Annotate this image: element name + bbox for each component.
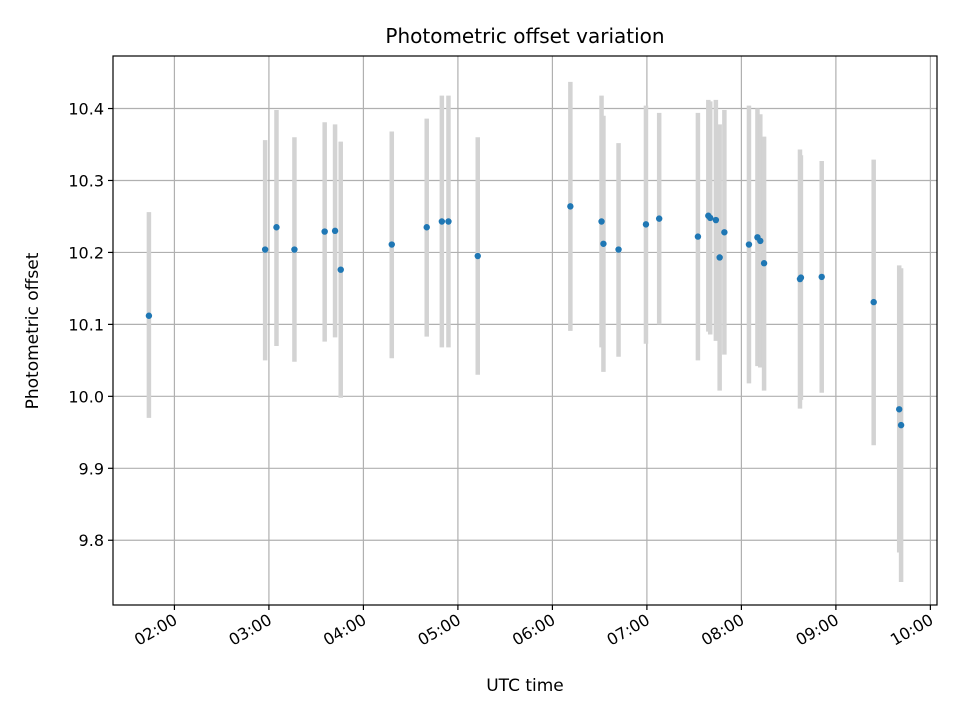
data-point	[897, 421, 905, 429]
grid-lines	[113, 56, 937, 605]
data-point	[331, 227, 339, 235]
data-point	[760, 260, 768, 267]
data-point	[567, 203, 574, 210]
data-point	[716, 254, 723, 261]
data-point	[797, 274, 805, 281]
data-point	[423, 224, 430, 231]
data-point	[745, 241, 753, 248]
data-point	[712, 216, 720, 224]
data-point	[757, 237, 764, 245]
data-point	[438, 218, 446, 225]
data-point	[291, 246, 298, 253]
data-point	[273, 224, 280, 231]
plot-frame	[112, 55, 938, 606]
data-point	[896, 406, 903, 413]
y-tick-label: 9.9	[79, 459, 104, 478]
y-tick-label: 10.4	[68, 100, 104, 119]
y-axis-label: Photometric offset	[23, 252, 43, 409]
data-point	[388, 241, 395, 248]
chart-title: Photometric offset variation	[385, 24, 664, 48]
x-axis-label: UTC time	[486, 676, 564, 696]
data-point	[818, 273, 825, 281]
y-axis-ticks: 9.8 9.9 10.0 10.1 10.2 10.3 10.4	[68, 100, 113, 550]
data-point	[145, 312, 153, 319]
data-point	[600, 240, 607, 247]
y-tick-label: 9.8	[79, 531, 104, 550]
data-point	[694, 233, 702, 240]
data-points	[145, 203, 905, 429]
data-point	[474, 252, 481, 260]
y-tick-label: 10.3	[68, 171, 104, 190]
y-tick-label: 10.2	[68, 243, 104, 262]
data-point	[721, 229, 728, 236]
y-tick-label: 10.0	[68, 387, 104, 406]
data-point	[642, 221, 650, 228]
data-point	[321, 228, 328, 235]
data-point	[707, 214, 714, 222]
data-point	[261, 246, 269, 253]
data-point	[337, 266, 344, 273]
data-point	[870, 298, 877, 306]
y-tick-label: 10.1	[68, 315, 104, 334]
data-point	[445, 218, 452, 225]
data-point	[615, 246, 622, 253]
data-point	[655, 215, 663, 222]
data-point	[598, 218, 605, 225]
